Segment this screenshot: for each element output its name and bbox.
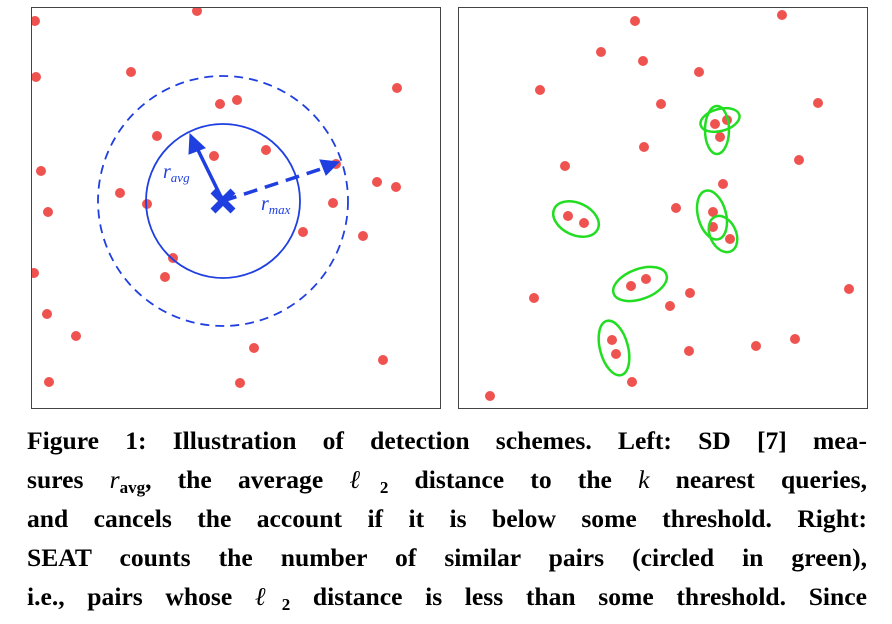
query-point: [794, 155, 804, 165]
query-point: [215, 99, 225, 109]
query-point: [391, 182, 401, 192]
query-point: [685, 288, 695, 298]
pair-point: [708, 207, 718, 217]
query-point: [671, 203, 681, 213]
query-point: [32, 72, 41, 82]
query-point: [235, 378, 245, 388]
query-point: [630, 16, 640, 26]
radius-circles: [97, 75, 349, 327]
query-points: [485, 10, 854, 401]
query-point: [529, 293, 539, 303]
caption-line-3: and cancels the account if it is below s…: [27, 504, 867, 533]
query-point: [751, 341, 761, 351]
query-point: [160, 272, 170, 282]
query-point: [115, 188, 125, 198]
query-point: [639, 142, 649, 152]
left-panel-sd-illustration: ravg rmax: [31, 7, 441, 409]
caption-line-4: SEAT counts the number of similar pairs …: [27, 543, 867, 572]
pair-point: [710, 119, 720, 129]
similar-pair-ellipses: [551, 104, 741, 377]
r-avg-label: ravg: [163, 161, 190, 185]
query-point: [298, 227, 308, 237]
query-point: [44, 377, 54, 387]
caption-line-1: Figure 1: Illustration of detection sche…: [27, 426, 867, 455]
query-point: [142, 199, 152, 209]
center-x-icon: [210, 188, 236, 214]
r-avg-arrow: [188, 132, 225, 202]
r-max-circle: [97, 75, 349, 327]
query-point: [813, 98, 823, 108]
query-point: [485, 391, 495, 401]
query-point: [168, 253, 178, 263]
query-point: [535, 85, 545, 95]
pair-ellipse: [551, 200, 601, 238]
pair-point: [611, 349, 621, 359]
query-point: [71, 331, 81, 341]
pair-point: [715, 132, 725, 142]
query-point: [718, 179, 728, 189]
query-point: [36, 166, 46, 176]
left-panel-svg: ravg rmax: [32, 8, 402, 388]
pair-point: [607, 335, 617, 345]
query-point: [372, 177, 382, 187]
pair-point: [563, 211, 573, 221]
query-point: [261, 145, 271, 155]
right-panel-seat-illustration: [458, 7, 868, 409]
pair-point: [641, 274, 651, 284]
query-point: [560, 161, 570, 171]
query-point: [790, 334, 800, 344]
query-point: [665, 301, 675, 311]
query-point: [627, 377, 637, 387]
pair-ellipse: [707, 214, 739, 254]
pair-ellipse: [703, 104, 731, 156]
query-point: [152, 131, 162, 141]
query-points: [32, 8, 402, 388]
pair-ellipse: [695, 189, 729, 241]
r-max-label: rmax: [261, 193, 291, 217]
right-panel-svg: [485, 10, 854, 401]
caption-line-5: i.e., pairs whose ℓ2 distance is less th…: [27, 582, 867, 614]
pair-point: [579, 218, 589, 228]
query-point: [656, 99, 666, 109]
r-max-arrow: [222, 159, 341, 203]
query-point: [232, 95, 242, 105]
query-point: [43, 207, 53, 217]
query-point: [378, 355, 388, 365]
query-point: [694, 67, 704, 77]
query-point: [249, 343, 259, 353]
query-point: [777, 10, 787, 20]
query-point: [209, 151, 219, 161]
query-point: [126, 67, 136, 77]
pair-ellipse: [597, 319, 631, 377]
figure-caption: Figure 1: Illustration of detection sche…: [27, 421, 867, 616]
query-point: [32, 16, 40, 26]
query-point: [32, 268, 39, 278]
caption-line-2: sures ravg, the average ℓ2 distance to t…: [27, 465, 867, 497]
pair-ellipse: [611, 265, 669, 303]
query-point: [596, 47, 606, 57]
r-avg-circle: [145, 123, 301, 279]
query-point: [684, 346, 694, 356]
pair-point: [725, 234, 735, 244]
query-point: [42, 309, 52, 319]
pair-ellipse: [699, 106, 741, 134]
query-point: [192, 8, 202, 16]
query-point: [328, 198, 338, 208]
pair-point: [626, 281, 636, 291]
query-point: [638, 56, 648, 66]
query-point: [844, 284, 854, 294]
query-point: [392, 83, 402, 93]
query-point: [358, 231, 368, 241]
